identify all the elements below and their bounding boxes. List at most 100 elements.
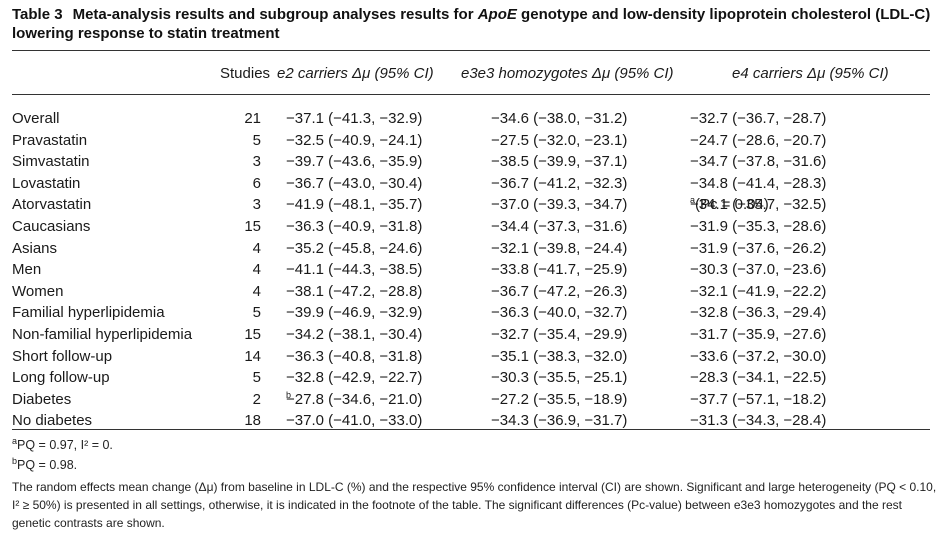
- e3e3-homozygotes-value: −35.1 (−38.3, −32.0): [491, 347, 628, 365]
- caption-text-before: Meta-analysis results and subgroup analy…: [72, 6, 478, 23]
- e2-carriers-value: −37.1 (−41.3, −32.9): [286, 110, 423, 127]
- e3e3-homozygotes-value: −33.8 (−41.7, −25.9): [491, 261, 628, 279]
- e2-carriers-value: −41.1 (−44.3, −38.5): [286, 261, 423, 279]
- e2-carriers-value: −32.8 (−42.9, −22.7): [286, 369, 423, 387]
- studies-count: 15: [244, 325, 261, 343]
- row-label: Pravastatin: [12, 131, 88, 149]
- studies-count: 5: [252, 369, 261, 387]
- studies-count: 21: [244, 110, 261, 127]
- e2-carriers-value: −36.3 (−40.8, −31.8): [286, 347, 423, 365]
- e4-carriers-value: −31.7 (−35.9, −27.6): [690, 325, 827, 343]
- e2-carriers-value: −36.3 (−40.9, −31.8): [286, 217, 423, 235]
- table-row: Pravastatin 5 −32.5 (−40.9, −24.1) −27.5 (−…: [12, 130, 930, 152]
- studies-count: 15: [244, 217, 261, 235]
- e2-carriers-value: −39.7 (−43.6, −35.9): [286, 153, 423, 171]
- e2-carriers-value: −32.5 (−40.9, −24.1): [286, 131, 423, 149]
- table-body: Overall 21 −37.1 (−41.3, −32.9) −34.6 (−38.…: [12, 108, 930, 432]
- e3e3-homozygotes-value: −38.5 (−39.9, −37.1): [491, 153, 628, 171]
- footnote-a: aPQ = 0.97, I² = 0.: [12, 435, 113, 452]
- table-note: The random effects mean change (Δμ) from…: [12, 480, 937, 530]
- table-row: Overall 21 −37.1 (−41.3, −32.9) −34.6 (−38.…: [12, 108, 930, 130]
- studies-count: 6: [252, 174, 261, 192]
- e2-carriers-value: −37.0 (−41.0, −33.0): [286, 412, 423, 430]
- table-row: Men 4 −41.1 (−44.3, −38.5) −33.8 (−41.7, −2…: [12, 259, 930, 281]
- table-row: Familial hyperlipidemia 5 −39.9 (−46.9, −3…: [12, 302, 930, 324]
- studies-count: 4: [252, 239, 261, 257]
- studies-count: 5: [252, 304, 261, 322]
- caption-gene: ApoE: [477, 6, 517, 23]
- pc-value: (Pc = 0.04): [695, 196, 769, 214]
- e4-carriers-value: −34.1 (−35.7, −32.5): [690, 196, 827, 214]
- table-row: Diabetes 2 −27.8 (−34.6, −21.0) b −27.2 (−35…: [12, 389, 930, 411]
- footnote-a-mark: a: [12, 435, 18, 446]
- e3e3-homozygotes-value: −32.1 (−39.8, −24.4): [491, 239, 628, 257]
- e2-carriers-value: −35.2 (−45.8, −24.6): [286, 239, 423, 257]
- e3e3-homozygotes-value: −34.6 (−38.0, −31.2): [491, 110, 628, 127]
- table-row: No diabetes 18 −37.0 (−41.0, −33.0) −34.3 (…: [12, 410, 930, 432]
- e4-carriers-value: −30.3 (−37.0, −23.6): [690, 261, 827, 279]
- row-label: Atorvastatin: [12, 196, 92, 214]
- header-e2-carriers: e2 carriers Δμ (95% CI): [277, 65, 434, 82]
- e4-carriers-value: −32.1 (−41.9, −22.2): [690, 282, 827, 300]
- e3e3-homozygotes-value: −36.3 (−40.0, −32.7): [491, 304, 628, 322]
- e4-carriers-value-cell: −34.1 (−35.7, −32.5) a (Pc = 0.04): [690, 194, 826, 215]
- studies-count: 4: [252, 261, 261, 279]
- row-label: Asians: [12, 239, 58, 257]
- footnote-marker: a: [690, 195, 696, 206]
- bottom-rule: [12, 429, 930, 430]
- e2-carriers-value-cell: −27.8 (−34.6, −21.0) b: [286, 389, 422, 410]
- e3e3-homozygotes-value: −27.5 (−32.0, −23.1): [491, 131, 628, 149]
- table-row: Short follow-up 14 −36.3 (−40.8, −31.8) −35…: [12, 346, 930, 368]
- footnote-b-mark: b: [12, 455, 18, 466]
- table-row: Women 4 −38.1 (−47.2, −28.8) −36.7 (−47.2, …: [12, 281, 930, 303]
- footnote-b-text: PQ = 0.98.: [17, 458, 78, 472]
- e4-carriers-value: −33.6 (−37.2, −30.0): [690, 347, 827, 365]
- e2-carriers-value: −39.9 (−46.9, −32.9): [286, 304, 423, 322]
- studies-count: 3: [252, 196, 261, 214]
- studies-count: 5: [252, 131, 261, 149]
- e4-carriers-value: −24.7 (−28.6, −20.7): [690, 131, 827, 149]
- footnote-marker: b: [286, 389, 292, 400]
- row-label: No diabetes: [12, 412, 93, 430]
- caption-text-after: genotype and low-density lipoprotein cho…: [12, 6, 931, 42]
- e2-carriers-value: −41.9 (−48.1, −35.7): [286, 196, 423, 214]
- table-row: Non-familial hyperlipidemia 15 −34.2 (−38.…: [12, 324, 930, 346]
- table-row: Lovastatin 6 −36.7 (−43.0, −30.4) −36.7 (−4…: [12, 173, 930, 195]
- table-label: Table 3: [12, 6, 63, 23]
- row-label: Overall: [12, 110, 60, 127]
- e3e3-homozygotes-value: −27.2 (−35.5, −18.9): [491, 390, 628, 408]
- footnote-b: bPQ = 0.98.: [12, 455, 78, 472]
- e4-carriers-value: −34.7 (−37.8, −31.6): [690, 153, 827, 171]
- row-label: Caucasians: [12, 217, 91, 235]
- e4-carriers-value: −32.7 (−36.7, −28.7): [690, 110, 827, 127]
- e3e3-homozygotes-value: −32.7 (−35.4, −29.9): [491, 325, 628, 343]
- row-label: Long follow-up: [12, 369, 110, 387]
- table-row: Asians 4 −35.2 (−45.8, −24.6) −32.1 (−39.8,…: [12, 238, 930, 260]
- table-caption: Table 3 Meta-analysis results and subgrou…: [12, 5, 932, 43]
- studies-count: 2: [252, 390, 261, 408]
- studies-count: 4: [252, 282, 261, 300]
- footnote-a-text: PQ = 0.97, I² = 0.: [17, 438, 113, 452]
- row-label: Women: [12, 282, 64, 300]
- e3e3-homozygotes-value: −37.0 (−39.3, −34.7): [491, 196, 628, 214]
- e3e3-homozygotes-value: −36.7 (−41.2, −32.3): [491, 174, 628, 192]
- row-label: Familial hyperlipidemia: [12, 304, 165, 322]
- table-row: Long follow-up 5 −32.8 (−42.9, −22.7) −30.3…: [12, 367, 930, 389]
- e2-carriers-value: −34.2 (−38.1, −30.4): [286, 325, 423, 343]
- e4-carriers-value: −34.8 (−41.4, −28.3): [690, 174, 827, 192]
- studies-count: 3: [252, 153, 261, 171]
- e3e3-homozygotes-value: −34.4 (−37.3, −31.6): [491, 217, 628, 235]
- studies-count: 14: [244, 347, 261, 365]
- e4-carriers-value: −31.3 (−34.3, −28.4): [690, 412, 827, 430]
- e4-carriers-value: −37.7 (−57.1, −18.2): [690, 390, 827, 408]
- e2-carriers-value: −27.8 (−34.6, −21.0): [286, 390, 423, 408]
- studies-count: 18: [244, 412, 261, 430]
- e3e3-homozygotes-value: −30.3 (−35.5, −25.1): [491, 369, 628, 387]
- header-e3e3-homozygotes: e3e3 homozygotes Δμ (95% CI): [461, 65, 674, 82]
- e4-carriers-value: −31.9 (−37.6, −26.2): [690, 239, 827, 257]
- e3e3-homozygotes-value: −36.7 (−47.2, −26.3): [491, 282, 628, 300]
- header-rule: [12, 94, 930, 95]
- top-rule: [12, 50, 930, 51]
- row-label: Short follow-up: [12, 347, 113, 365]
- row-label: Lovastatin: [12, 174, 81, 192]
